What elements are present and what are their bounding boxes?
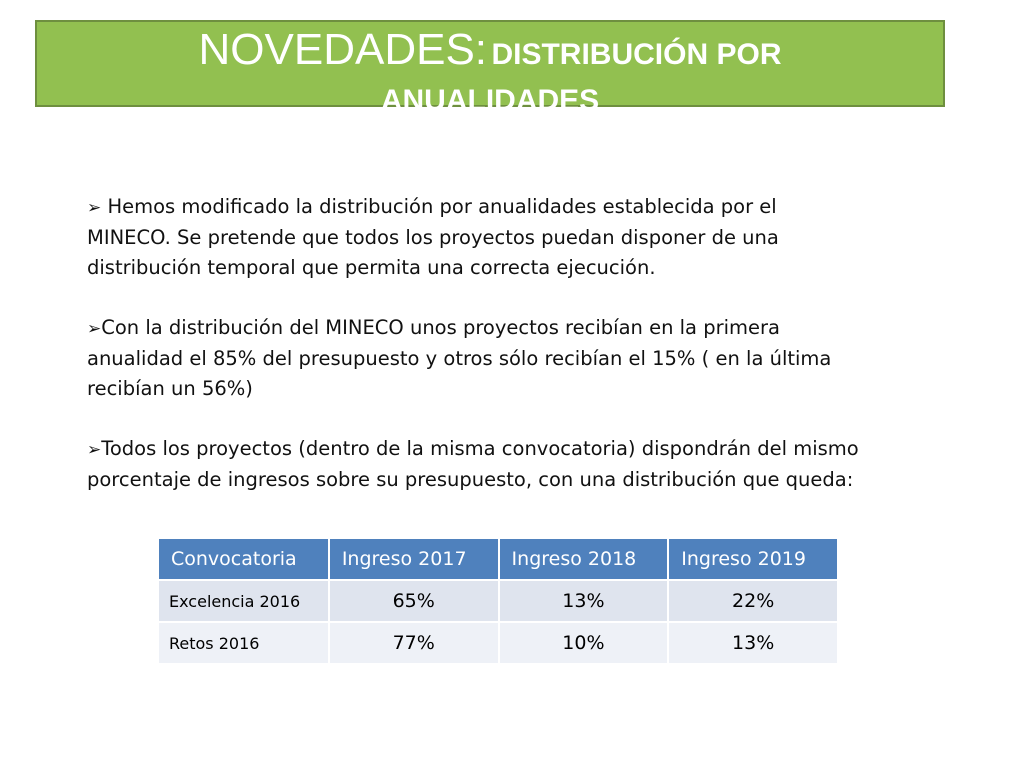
arrow-bullet-icon: ➢: [87, 198, 102, 218]
paragraph-2-line-3: recibían un 56%): [87, 377, 253, 400]
cell-ingreso-2017: 65%: [327, 579, 500, 623]
paragraph-1-line-2: MINECO. Se pretende que todos los proyec…: [87, 226, 779, 249]
paragraph-3-line-2: porcentaje de ingresos sobre su presupue…: [87, 468, 854, 491]
table-header-row: Convocatoria Ingreso 2017 Ingreso 2018 I…: [157, 537, 839, 581]
cell-ingreso-2019: 22%: [667, 579, 839, 623]
table-row: Excelencia 2016 65% 13% 22%: [157, 579, 839, 623]
body-text: ➢ Hemos modificado la distribución por a…: [87, 192, 927, 525]
header-ingreso-2019: Ingreso 2019: [667, 537, 839, 581]
title-sub-line1: DISTRIBUCIÓN POR: [491, 38, 782, 71]
title-main: NOVEDADES:: [198, 25, 488, 74]
paragraph-2-line-1: Con la distribución del MINECO unos proy…: [101, 316, 780, 339]
header-ingreso-2018: Ingreso 2018: [497, 537, 670, 581]
cell-ingreso-2017: 77%: [327, 621, 500, 665]
paragraph-2: ➢Con la distribución del MINECO unos pro…: [87, 313, 927, 404]
header-convocatoria: Convocatoria: [157, 537, 330, 581]
paragraph-2-line-2: anualidad el 85% del presupuesto y otros…: [87, 347, 832, 370]
paragraph-3-line-1: Todos los proyectos (dentro de la misma …: [101, 437, 859, 460]
header-ingreso-2017: Ingreso 2017: [327, 537, 500, 581]
arrow-bullet-icon: ➢: [87, 319, 102, 339]
paragraph-1-line-3: distribución temporal que permita una co…: [87, 256, 656, 279]
cell-ingreso-2018: 10%: [497, 621, 670, 665]
distribution-table: Convocatoria Ingreso 2017 Ingreso 2018 I…: [157, 537, 839, 665]
cell-convocatoria: Retos 2016: [157, 621, 330, 665]
paragraph-1: ➢ Hemos modificado la distribución por a…: [87, 192, 927, 283]
arrow-bullet-icon: ➢: [87, 440, 102, 460]
cell-ingreso-2019: 13%: [667, 621, 839, 665]
title-sub-line2: ANUALIDADES: [380, 84, 600, 117]
paragraph-1-line-1: Hemos modificado la distribución por anu…: [101, 195, 777, 218]
cell-ingreso-2018: 13%: [497, 579, 670, 623]
cell-convocatoria: Excelencia 2016: [157, 579, 330, 623]
title-banner: NOVEDADES: DISTRIBUCIÓN POR ANUALIDADES: [35, 20, 945, 116]
table-row: Retos 2016 77% 10% 13%: [157, 621, 839, 665]
paragraph-3: ➢Todos los proyectos (dentro de la misma…: [87, 434, 927, 495]
